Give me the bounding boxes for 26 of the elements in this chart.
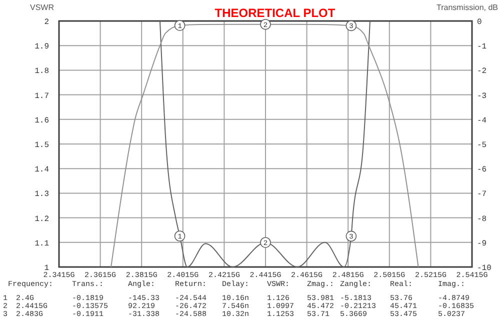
y-axis-title: VSWR (30, 3, 54, 12)
y-tick-label: 1.8 (34, 67, 50, 76)
y2-tick-label: -9 (477, 239, 487, 248)
y-tick-label: 1.7 (34, 92, 50, 101)
y2-tick-label: -1 (477, 42, 487, 52)
y2-tick-label: -6 (477, 166, 487, 175)
y-tick-label: 1.3 (34, 190, 50, 200)
y2-tick-label: -7 (477, 190, 487, 200)
y-tick-label: 1.4 (34, 166, 50, 175)
y-tick-label: 1.5 (34, 141, 50, 150)
y2-tick-label: -8 (477, 214, 487, 224)
chart-title: THEORETICAL PLOT (214, 6, 336, 20)
y-tick-label: 2 (44, 18, 50, 27)
y2-tick-label: -2 (477, 67, 487, 76)
y-tick-label: 1.9 (34, 42, 50, 52)
y-tick-label: 1.1 (34, 239, 50, 248)
y2-tick-label: -4 (477, 116, 487, 126)
y2-tick-label: -10 (477, 264, 492, 273)
y-tick-label: 1.6 (34, 116, 50, 126)
y2-axis-title: Transmission, dB (436, 3, 498, 12)
y2-tick-label: -5 (477, 141, 487, 150)
y-tick-label: 1.2 (34, 214, 50, 224)
y2-tick-label: -3 (477, 92, 487, 101)
y2-tick-label: 0 (477, 18, 482, 27)
line-series (159, 20, 370, 268)
y-tick-label: 1 (44, 264, 50, 273)
